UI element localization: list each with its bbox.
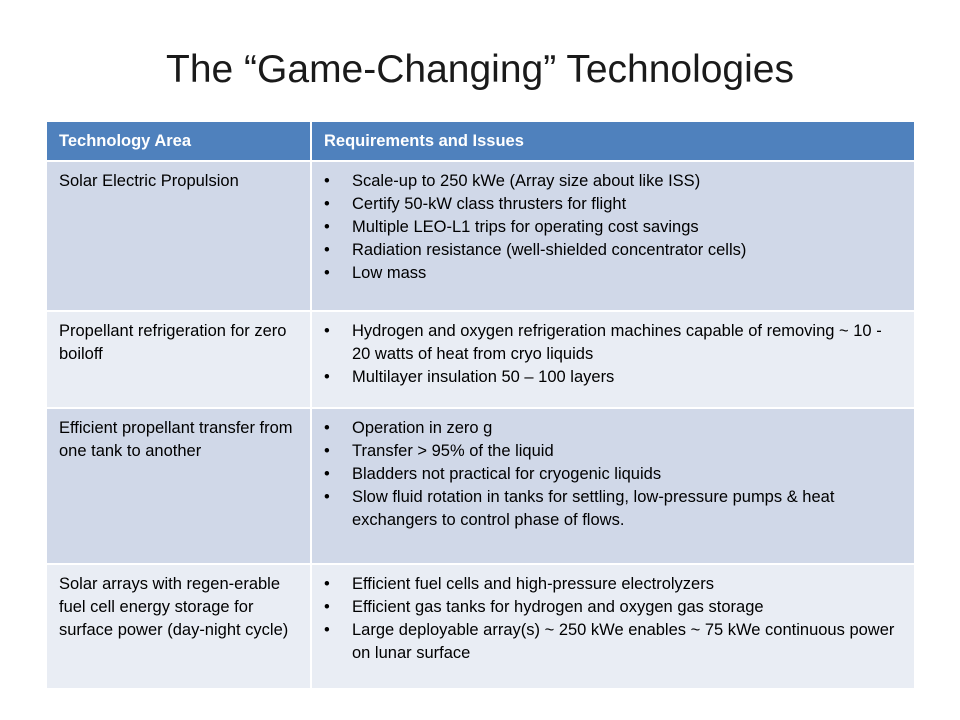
requirements-cell: Efficient fuel cells and high-pressure e… [310, 563, 914, 688]
technology-area-cell: Efficient propellant transfer from one t… [47, 407, 311, 564]
table-row: Solar arrays with regen-erable fuel cell… [47, 563, 914, 688]
list-item: Radiation resistance (well-shielded conc… [324, 239, 902, 262]
header-technology-area: Technology Area [47, 122, 311, 161]
technology-area-cell: Solar Electric Propulsion [47, 160, 311, 311]
list-item: Large deployable array(s) ~ 250 kWe enab… [324, 619, 902, 665]
requirements-list: Operation in zero g Transfer > 95% of th… [324, 417, 902, 532]
list-item: Multilayer insulation 50 – 100 layers [324, 366, 902, 389]
table-row: Efficient propellant transfer from one t… [47, 407, 914, 564]
table-row: Solar Electric Propulsion Scale-up to 25… [47, 160, 914, 311]
list-item: Operation in zero g [324, 417, 902, 440]
requirements-list: Efficient fuel cells and high-pressure e… [324, 573, 902, 665]
list-item: Efficient gas tanks for hydrogen and oxy… [324, 596, 902, 619]
requirements-cell: Scale-up to 250 kWe (Array size about li… [310, 160, 914, 311]
requirements-cell: Hydrogen and oxygen refrigeration machin… [310, 310, 914, 408]
slide-title: The “Game-Changing” Technologies [166, 48, 794, 91]
table-row: Propellant refrigeration for zero boilof… [47, 310, 914, 408]
list-item: Bladders not practical for cryogenic liq… [324, 463, 902, 486]
header-requirements-and-issues: Requirements and Issues [310, 122, 914, 161]
list-item: Transfer > 95% of the liquid [324, 440, 902, 463]
list-item: Scale-up to 250 kWe (Array size about li… [324, 170, 902, 193]
requirements-list: Hydrogen and oxygen refrigeration machin… [324, 320, 902, 389]
list-item: Multiple LEO-L1 trips for operating cost… [324, 216, 902, 239]
technology-table: Technology Area Requirements and Issues … [47, 122, 914, 688]
list-item: Efficient fuel cells and high-pressure e… [324, 573, 902, 596]
list-item: Slow fluid rotation in tanks for settlin… [324, 486, 902, 532]
technology-area-cell: Solar arrays with regen-erable fuel cell… [47, 563, 311, 688]
list-item: Hydrogen and oxygen refrigeration machin… [324, 320, 902, 366]
list-item: Certify 50-kW class thrusters for flight [324, 193, 902, 216]
technology-area-cell: Propellant refrigeration for zero boilof… [47, 310, 311, 408]
requirements-cell: Operation in zero g Transfer > 95% of th… [310, 407, 914, 564]
table-header-row: Technology Area Requirements and Issues [47, 122, 914, 161]
requirements-list: Scale-up to 250 kWe (Array size about li… [324, 170, 902, 285]
list-item: Low mass [324, 262, 902, 285]
